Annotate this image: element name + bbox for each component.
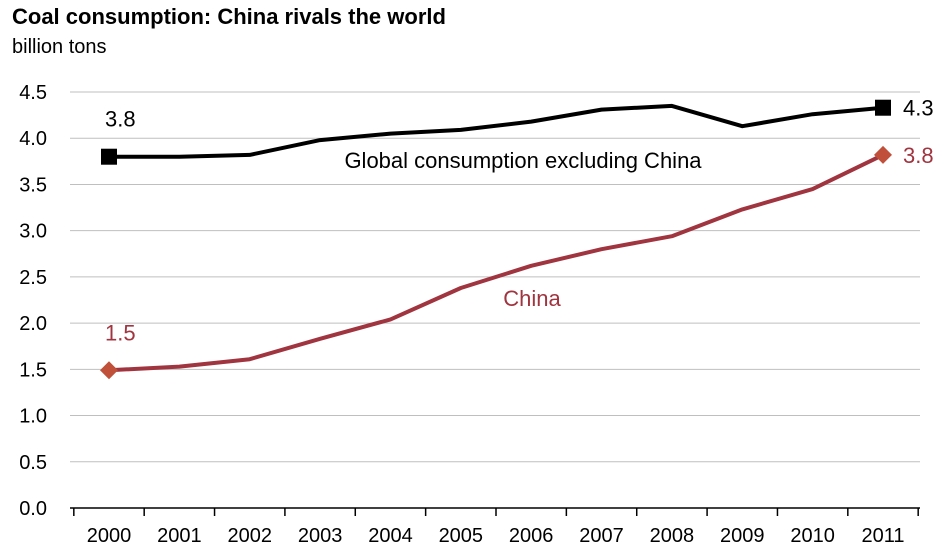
series-line-global bbox=[109, 103, 884, 159]
x-tick-label: 2010 bbox=[790, 525, 835, 547]
x-tick-label: 2003 bbox=[298, 525, 343, 547]
y-tick-label: 4.5 bbox=[19, 82, 47, 104]
x-tick-label: 2005 bbox=[439, 525, 484, 547]
x-tick-label: 2011 bbox=[861, 525, 904, 547]
data-point-square bbox=[875, 99, 891, 116]
series-label-china: China bbox=[503, 286, 561, 311]
y-tick-label: 2.0 bbox=[19, 313, 47, 335]
start-value-label: 3.8 bbox=[105, 107, 136, 132]
start-value-label: 1.5 bbox=[105, 320, 136, 345]
series-line-china bbox=[108, 153, 884, 373]
y-tick-label: 4.0 bbox=[19, 128, 47, 150]
y-tick-label: 2.5 bbox=[19, 267, 47, 289]
data-point-square bbox=[101, 148, 117, 165]
data-point-diamond bbox=[874, 145, 892, 164]
x-tick-label: 2001 bbox=[157, 525, 202, 547]
chart-title: Coal consumption: China rivals the world bbox=[12, 4, 446, 29]
y-tick-label: 3.0 bbox=[19, 221, 47, 243]
x-tick-label: 2000 bbox=[87, 525, 132, 547]
series-label-global: Global consumption excluding China bbox=[344, 148, 702, 173]
chart-subtitle: billion tons bbox=[12, 36, 107, 58]
x-tick-label: 2002 bbox=[227, 525, 272, 547]
end-value-label: 4.3 bbox=[903, 96, 934, 121]
y-tick-label: 3.5 bbox=[19, 174, 47, 196]
data-point-diamond bbox=[100, 361, 118, 380]
x-tick-label: 2004 bbox=[368, 525, 413, 547]
x-tick-label: 2008 bbox=[650, 525, 695, 547]
x-tick-label: 2007 bbox=[579, 525, 624, 547]
y-tick-label: 1.0 bbox=[19, 406, 47, 428]
y-tick-label: 0.0 bbox=[19, 498, 47, 520]
y-tick-label: 0.5 bbox=[19, 452, 47, 474]
end-value-label: 3.8 bbox=[903, 143, 934, 168]
x-tick-label: 2006 bbox=[509, 525, 554, 547]
x-tick-label: 2009 bbox=[720, 525, 765, 547]
y-tick-label: 1.5 bbox=[19, 359, 47, 381]
